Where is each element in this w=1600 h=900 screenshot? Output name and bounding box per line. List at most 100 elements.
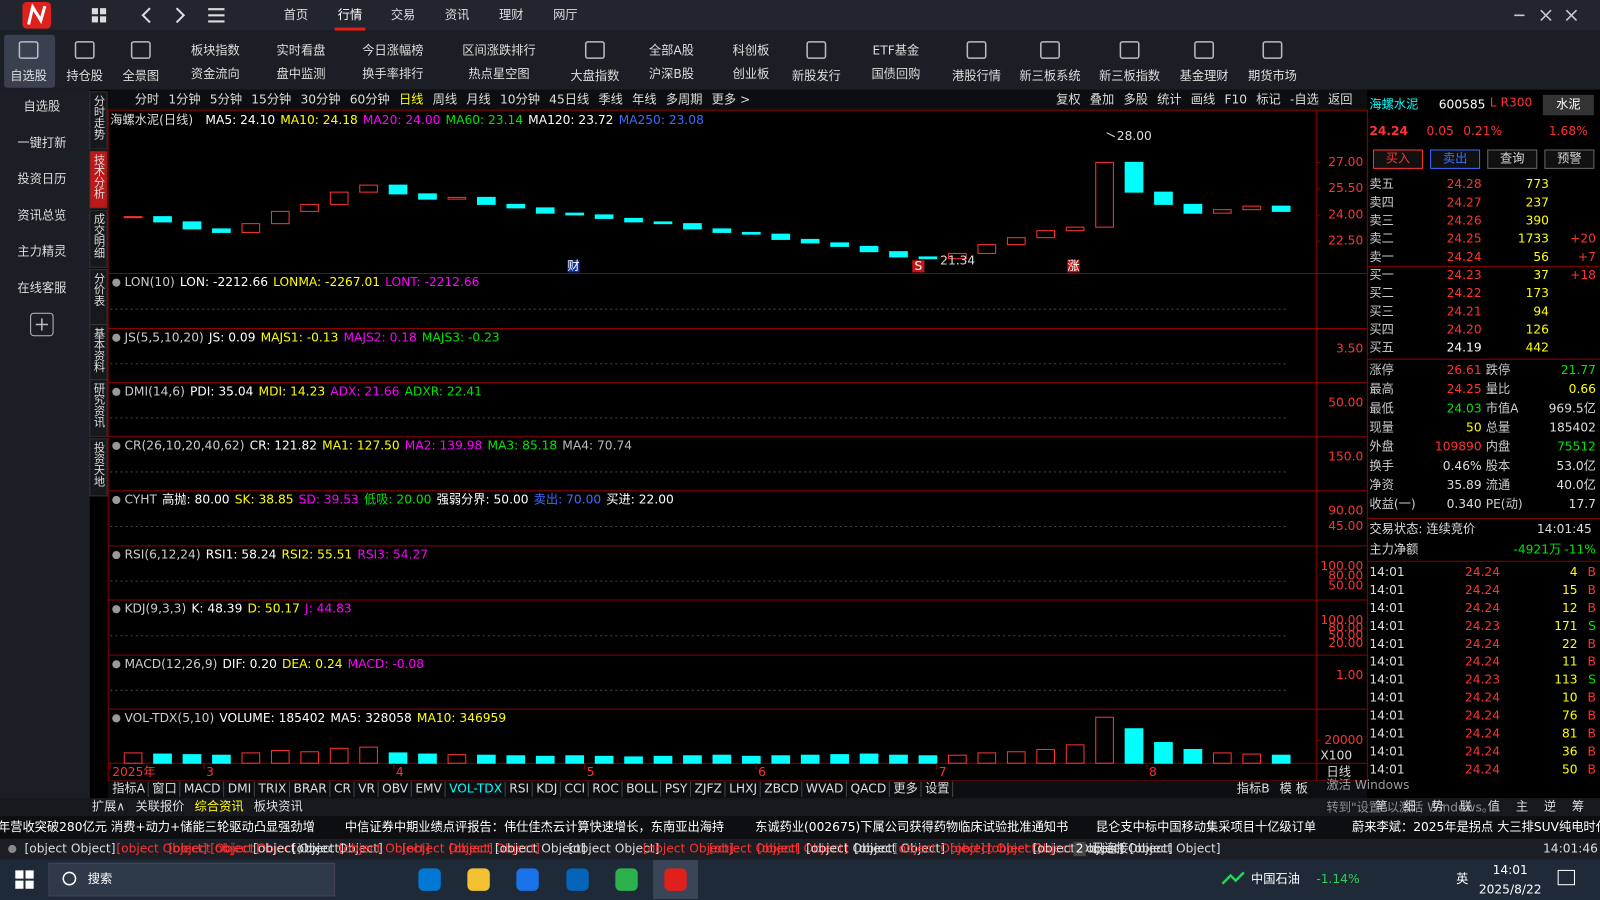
period-tab[interactable]: 月线	[466, 93, 490, 107]
indicator-tab[interactable]: QACD	[851, 781, 887, 795]
quote-tab[interactable]: 筹	[1572, 800, 1584, 814]
indicator-tab[interactable]: 模 板	[1280, 781, 1308, 795]
start-button[interactable]	[15, 870, 34, 889]
period-tab[interactable]: 15分钟	[251, 92, 291, 107]
toolbar-item[interactable]: 新股发行	[792, 68, 841, 83]
chart-tool[interactable]: 叠加	[1090, 93, 1114, 107]
chart-tool[interactable]: 统计	[1157, 93, 1181, 107]
panel-toggle[interactable]	[112, 605, 121, 614]
period-tab[interactable]: 5分钟	[210, 92, 242, 107]
indicator-tab[interactable]: BOLL	[626, 781, 658, 795]
vertical-tab[interactable]	[89, 379, 108, 438]
indicator-tab[interactable]: 指标B	[1237, 780, 1270, 795]
toolbar-item[interactable]: 期货市场	[1248, 68, 1297, 83]
indicator-tab[interactable]: WVAD	[806, 781, 843, 795]
period-tab[interactable]: 年线	[632, 93, 656, 107]
panel-toggle[interactable]	[112, 333, 121, 342]
indicator-tab[interactable]: 更多	[893, 781, 917, 795]
toolbar-item[interactable]: ETF基金	[873, 43, 920, 58]
indicator-tab[interactable]: BRAR	[294, 781, 328, 795]
chart-tool[interactable]: 标记	[1256, 93, 1280, 107]
menu-item[interactable]: 行情	[338, 8, 362, 22]
quote-tab[interactable]: 主	[1516, 800, 1528, 814]
panel-toggle[interactable]	[112, 660, 121, 669]
toolbar-item[interactable]: 国债回购	[871, 66, 920, 81]
period-tab[interactable]: 周线	[433, 93, 457, 107]
indicator-tab[interactable]: 窗口	[152, 781, 176, 795]
indicator-tab[interactable]: ZBCD	[764, 781, 799, 795]
indicator-tab[interactable]: PSY	[665, 781, 688, 795]
taskbar-app[interactable]	[664, 868, 687, 891]
indicator-tab[interactable]: VOL-TDX	[449, 781, 502, 795]
event-marker[interactable]	[1067, 260, 1080, 273]
news-item[interactable]: 年营收突破280亿元 消费+动力+储能三轮驱动凸显强劲增	[0, 819, 315, 834]
period-tab[interactable]: 10分钟	[500, 92, 540, 107]
quote-tab[interactable]: 势	[1432, 800, 1444, 814]
period-tab[interactable]: 30分钟	[300, 92, 340, 107]
indicator-tab[interactable]: MACD	[184, 781, 221, 795]
search-box[interactable]	[48, 862, 336, 897]
toolbar-item[interactable]: 实时看盘	[277, 43, 326, 58]
indicator-tab[interactable]: TRIX	[257, 781, 286, 795]
vertical-tab[interactable]	[89, 209, 108, 268]
indicator-tab[interactable]: KDJ	[536, 781, 557, 795]
toolbar-item[interactable]: 资金流向	[191, 66, 240, 81]
period-tab[interactable]: 季线	[598, 93, 622, 107]
chart-tool[interactable]: 画线	[1191, 93, 1215, 107]
info-tab[interactable]: 综合资讯	[195, 799, 244, 814]
indicator-tab[interactable]: ZJFZ	[695, 781, 722, 795]
menu-item[interactable]: 首页	[284, 8, 308, 22]
sidebar-item[interactable]: 投资日历	[17, 171, 66, 186]
taskbar-app[interactable]	[467, 868, 490, 891]
toolbar-item[interactable]: 全部A股	[649, 43, 694, 58]
vertical-tab[interactable]	[89, 438, 108, 497]
indicator-tab[interactable]: DMI	[228, 781, 252, 795]
indicator-tab[interactable]: EMV	[415, 781, 442, 795]
add-button[interactable]	[30, 312, 54, 337]
panel-toggle[interactable]	[112, 714, 121, 723]
taskbar-app[interactable]	[516, 868, 539, 891]
period-tab[interactable]: 1分钟	[168, 92, 200, 107]
event-marker[interactable]	[567, 260, 580, 273]
panel-toggle[interactable]	[112, 551, 121, 560]
menu-item[interactable]: 理财	[499, 8, 523, 22]
sidebar-item[interactable]: 自选股	[23, 100, 60, 114]
news-item[interactable]: 东诚药业(002675)下属公司获得药物临床试验批准通知书	[755, 819, 1068, 834]
nav-icons[interactable]	[141, 7, 225, 24]
sidebar-item[interactable]: 主力精灵	[17, 245, 66, 259]
toolbar-item[interactable]: 区间涨跌排行	[462, 43, 535, 58]
quote-tab[interactable]: 笔	[1376, 799, 1388, 814]
panel-toggle[interactable]	[112, 387, 121, 396]
vertical-tab[interactable]	[89, 91, 108, 150]
indicator-tab[interactable]: CCI	[564, 781, 585, 795]
indicator-tab[interactable]: 设置	[925, 781, 949, 795]
toolbar-item[interactable]: 全景图	[122, 68, 159, 83]
menu-item[interactable]: 交易	[391, 7, 415, 22]
indicator-tab[interactable]: OBV	[382, 781, 409, 795]
menu-item[interactable]: 网厅	[553, 8, 577, 22]
chart-tool[interactable]: -自选	[1290, 93, 1319, 107]
toolbar-item[interactable]: 板块指数	[191, 43, 240, 58]
trade-button[interactable]	[1487, 149, 1538, 169]
taskbar-app[interactable]	[418, 868, 441, 891]
notification-icon[interactable]	[1557, 869, 1575, 886]
sidebar-item[interactable]: 在线客服	[17, 280, 66, 295]
toolbar-item[interactable]: 沪深B股	[649, 67, 694, 81]
window-controls[interactable]	[1514, 9, 1578, 21]
indicator-tab[interactable]: CR	[334, 781, 352, 795]
event-marker[interactable]	[912, 260, 925, 273]
toolbar-item[interactable]: 热点星空图	[468, 67, 529, 81]
toolbar-item[interactable]: 新三板指数	[1099, 68, 1160, 83]
news-item[interactable]: 昆仑支中标中国移动集采项目十亿级订单	[1096, 819, 1316, 834]
period-tab[interactable]: 更多 >	[712, 93, 751, 107]
trade-button[interactable]	[1544, 149, 1595, 169]
chart-tool[interactable]: F10	[1224, 93, 1247, 107]
period-tab[interactable]: 日线	[399, 93, 423, 107]
taskbar-app[interactable]	[566, 868, 589, 891]
info-tab[interactable]: 关联报价	[135, 799, 184, 814]
indicator-tab[interactable]: ROC	[592, 781, 619, 795]
period-tab[interactable]: 45日线	[549, 93, 589, 107]
indicator-tab[interactable]: VR	[358, 781, 375, 795]
info-tab[interactable]: 板块资讯	[254, 800, 303, 814]
toolbar-item[interactable]: 今日涨幅榜	[362, 43, 423, 58]
